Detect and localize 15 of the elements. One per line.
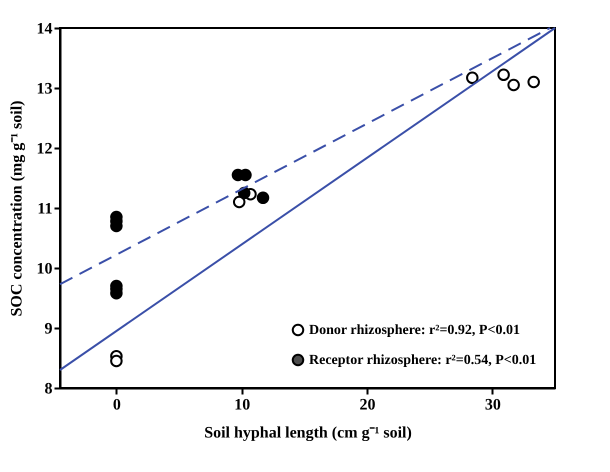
y-tick-label: 9 (44, 320, 52, 338)
y-tick-label: 11 (37, 200, 52, 218)
y-tick-label: 13 (36, 80, 52, 98)
y-tick-label: 10 (36, 260, 52, 278)
x-tick-label: 10 (234, 396, 250, 414)
y-tick-label: 14 (36, 20, 52, 38)
y-axis-title: SOC concentration (mg g⁻¹ soil) (8, 100, 26, 316)
y-tick-label: 8 (44, 380, 52, 398)
x-tick-label: 0 (112, 396, 121, 414)
x-tick-label: 30 (484, 396, 501, 414)
x-tick-label: 20 (360, 396, 376, 414)
y-tick-label: 12 (36, 140, 52, 158)
legend-label: Receptor rhizosphere: r²=0.54, P<0.01 (309, 353, 536, 368)
legend-label: Donor rhizosphere: r²=0.92, P<0.01 (309, 323, 520, 338)
x-axis-title: Soil hyphal length (cm g⁻¹ soil) (204, 424, 412, 442)
